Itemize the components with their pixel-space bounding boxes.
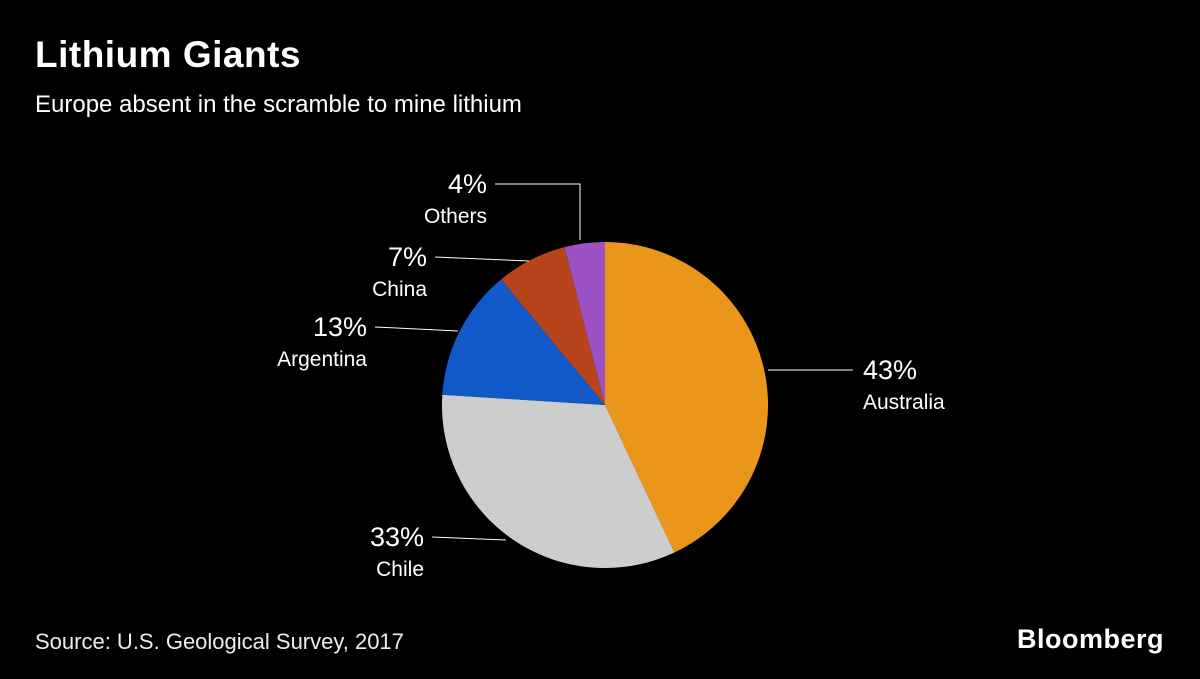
slice-percent: 13% [312,312,367,342]
slice-name: Chile [376,558,424,581]
slice-name: Australia [863,391,945,414]
chart-title: Lithium Giants [35,34,301,75]
slice-label-argentina: 13% Argentina [277,310,367,376]
slice-percent: 43% [863,355,918,385]
slice-name: China [372,278,427,301]
slice-name: Argentina [277,348,367,371]
pie-slice-chile [441,394,675,569]
slice-percent: 7% [387,242,427,272]
bloomberg-logo: Bloomberg [1016,624,1164,654]
source-note: Source: U.S. Geological Survey, 2017 [35,629,404,654]
pie-slice-argentina [442,279,605,405]
leader-line-others [495,183,581,240]
pie-slice-others [564,241,605,405]
slice-percent: 33% [369,522,424,552]
slice-name: Others [423,205,487,228]
slice-label-chile: 33% Chile [370,520,424,586]
leader-line-chile [431,536,507,541]
pie-slice-australia [605,242,769,553]
slice-percent: 4% [447,169,487,199]
chart-subtitle: Europe absent in the scramble to mine li… [35,91,522,118]
pie-slice-china [501,247,605,405]
leader-line-argentina [374,326,459,332]
leader-line-china [434,256,530,262]
slice-label-others: 4% Others [424,167,487,233]
slice-label-australia: 43% Australia [863,353,945,419]
slice-label-china: 7% China [372,240,427,306]
